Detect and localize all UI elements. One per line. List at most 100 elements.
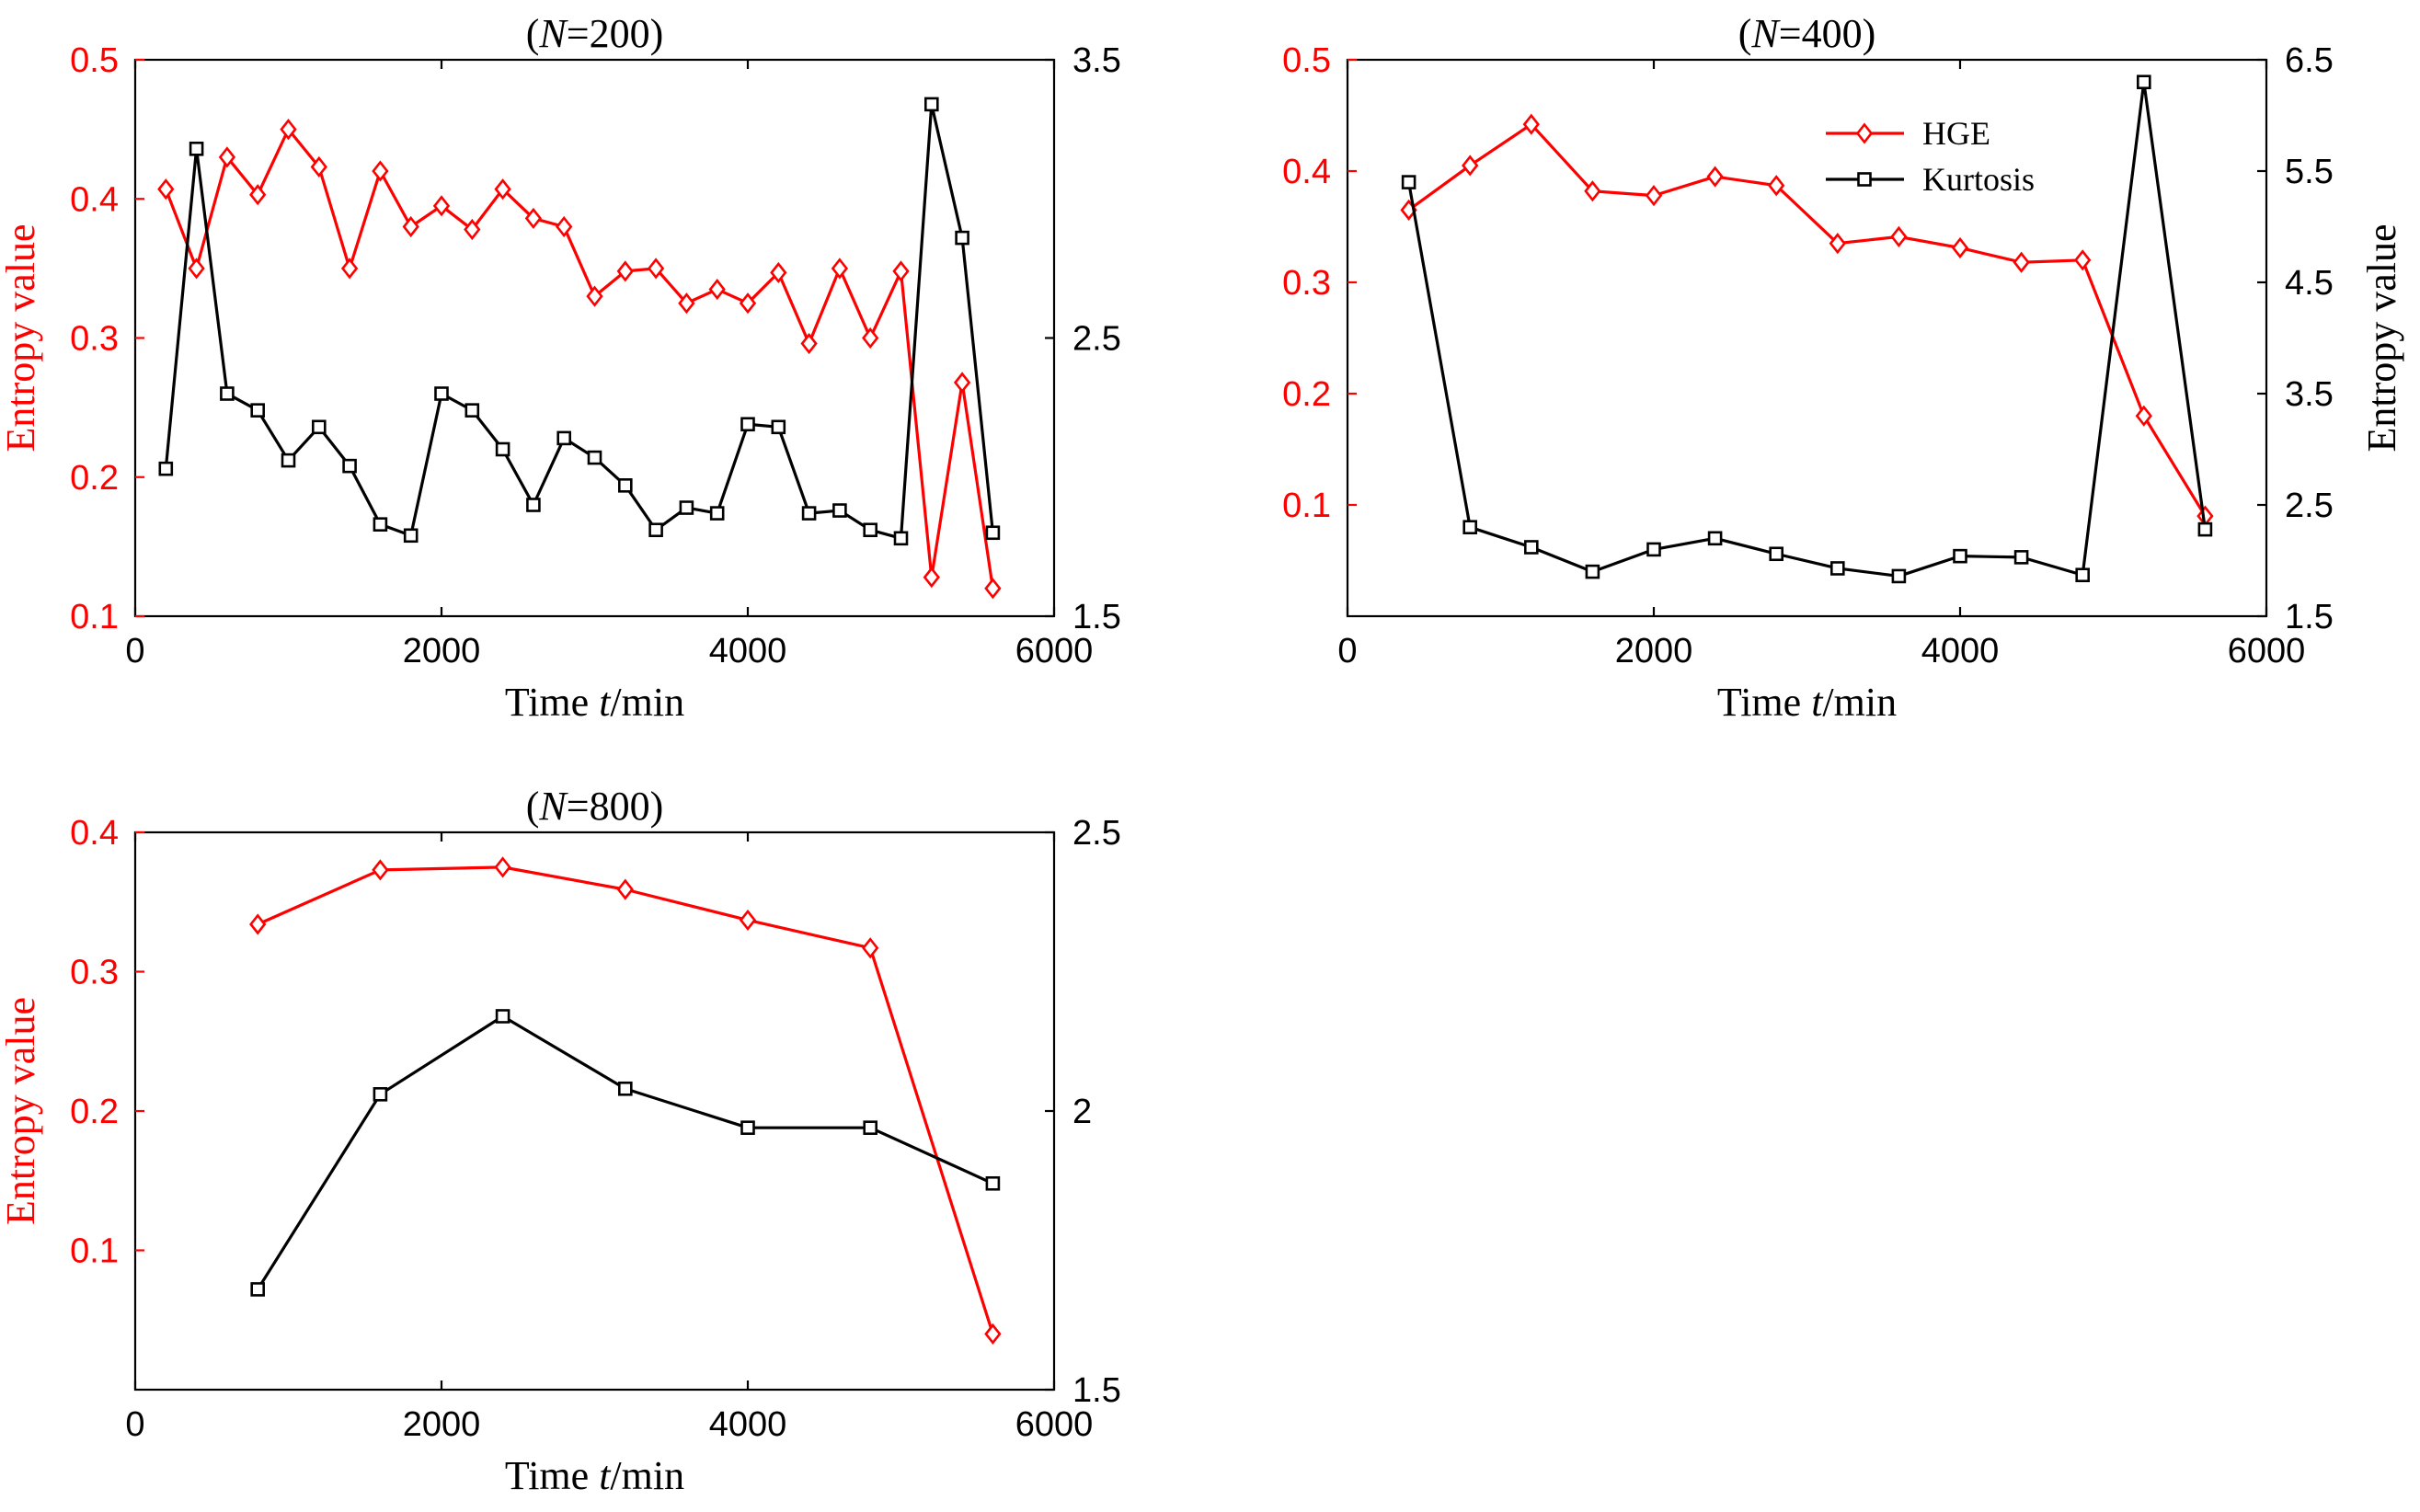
data-point-kurtosis xyxy=(740,417,755,432)
data-point-kurtosis xyxy=(985,1175,1001,1191)
data-point-hge xyxy=(464,218,481,241)
series-line-kurtosis xyxy=(1407,80,2207,578)
data-point-kurtosis xyxy=(342,458,357,474)
data-point-kurtosis xyxy=(250,403,266,418)
series-line-hge xyxy=(1407,122,2207,517)
y-left-tick-label: 0.2 xyxy=(1282,375,1331,414)
y-left-tick-label: 0.3 xyxy=(70,320,119,359)
data-point-hge xyxy=(372,160,389,182)
x-tick-label: 2000 xyxy=(403,1405,481,1444)
x-tick-label: 6000 xyxy=(1015,1405,1094,1444)
data-point-kurtosis xyxy=(679,500,694,515)
data-point-hge xyxy=(1522,113,1540,135)
data-point-hge xyxy=(1462,155,1479,177)
y-left-tick-label: 0.1 xyxy=(70,1232,119,1271)
y-right-tick-label: 4.5 xyxy=(2285,264,2334,303)
data-point-hge xyxy=(1951,236,1969,259)
series-line-hge xyxy=(164,128,994,589)
data-point-kurtosis xyxy=(2197,521,2213,537)
data-point-kurtosis xyxy=(1769,546,1783,562)
legend-marker-hge xyxy=(1855,122,1874,144)
x-tick-label: 2000 xyxy=(1615,632,1693,670)
data-point-hge xyxy=(739,909,757,932)
data-point-kurtosis xyxy=(281,452,296,468)
data-point-hge xyxy=(770,261,787,284)
title-prefix: ( xyxy=(526,784,540,829)
x-axis-label: Time t/min xyxy=(505,1453,684,1498)
data-point-kurtosis xyxy=(893,531,909,546)
data-point-kurtosis xyxy=(617,478,633,493)
data-point-hge xyxy=(402,215,419,238)
data-point-kurtosis xyxy=(863,522,878,538)
data-point-hge xyxy=(249,913,267,935)
x-tick-label: 6000 xyxy=(2228,632,2306,670)
legend: HGE Kurtosis xyxy=(1826,115,2035,198)
x-label-main: Time xyxy=(1717,680,1811,725)
title-suffix: =400) xyxy=(1779,11,1875,56)
chart-panel-2: (N=800) 0 2000 4000 6000 0.1 0.2 0.3 0.4 1.5 2 2.5 T… xyxy=(0,784,1121,1498)
data-point-kurtosis xyxy=(495,1009,510,1024)
x-label-unit: /min xyxy=(610,680,684,725)
plot-title: (N=800) xyxy=(526,784,663,829)
y-left-axis-label: Entropy value xyxy=(0,997,43,1225)
data-point-hge xyxy=(249,184,267,206)
data-point-hge xyxy=(1706,166,1724,188)
data-point-hge xyxy=(892,260,910,282)
data-point-hge xyxy=(647,258,665,280)
series-kurtosis xyxy=(1401,74,2213,584)
data-point-hge xyxy=(923,567,940,589)
data-point-hge xyxy=(1584,180,1601,202)
data-point-hge xyxy=(831,258,849,280)
data-point-kurtosis xyxy=(1401,175,1416,189)
data-point-hge xyxy=(800,332,818,355)
data-point-kurtosis xyxy=(1585,564,1600,579)
y-right-tick-label: 2.5 xyxy=(1072,814,1121,853)
y-left-tick-label: 0.5 xyxy=(70,41,119,80)
x-tick-label: 6000 xyxy=(1015,632,1094,670)
data-point-hge xyxy=(2013,251,2030,273)
x-tick-label: 4000 xyxy=(1921,632,2000,670)
y-left-tick-label: 0.4 xyxy=(1282,153,1331,191)
data-point-hge xyxy=(616,878,634,900)
chart-panel-0: (N=200) 0 2000 4000 6000 0.1 0.2 0.3 0.4 0.5 1.5 2.… xyxy=(0,11,1121,725)
x-label-unit: /min xyxy=(610,1453,684,1498)
x-label-italic: t xyxy=(599,1453,612,1498)
data-point-hge xyxy=(340,258,359,280)
x-label-italic: t xyxy=(599,680,612,725)
data-point-hge xyxy=(188,258,205,280)
data-point-kurtosis xyxy=(465,403,480,418)
y-left-tick-label: 0.1 xyxy=(1282,487,1331,525)
data-point-kurtosis xyxy=(617,1081,633,1096)
y-right-tick-label: 2 xyxy=(1072,1093,1092,1131)
data-point-kurtosis xyxy=(556,430,572,446)
data-point-hge xyxy=(524,207,543,230)
data-point-kurtosis xyxy=(495,441,510,457)
data-point-kurtosis xyxy=(832,503,847,518)
data-point-kurtosis xyxy=(1646,542,1661,557)
data-point-kurtosis xyxy=(311,419,327,435)
title-prefix: ( xyxy=(1738,11,1752,56)
data-point-hge xyxy=(494,178,511,200)
data-point-hge xyxy=(953,372,971,394)
data-point-kurtosis xyxy=(373,1087,388,1102)
data-point-hge xyxy=(1890,225,1908,247)
x-tick-label: 2000 xyxy=(403,632,481,670)
data-point-hge xyxy=(586,285,603,307)
title-prefix: ( xyxy=(526,11,540,56)
data-point-kurtosis xyxy=(2013,550,2029,565)
x-tick-label: 4000 xyxy=(709,1405,787,1444)
data-point-kurtosis xyxy=(1462,520,1477,535)
data-point-hge xyxy=(2135,405,2152,427)
y-right-tick-label: 6.5 xyxy=(2285,41,2334,80)
data-point-kurtosis xyxy=(1830,561,1845,576)
data-point-hge xyxy=(157,178,175,200)
series-line-hge xyxy=(257,865,994,1334)
series-hge xyxy=(1400,113,2214,527)
y-right-tick-label: 1.5 xyxy=(1072,1371,1121,1410)
series-hge xyxy=(157,119,1002,600)
data-point-hge xyxy=(280,119,297,141)
data-point-hge xyxy=(372,859,389,881)
series-hge xyxy=(249,856,1002,1345)
title-italic: N xyxy=(538,11,568,56)
plot-frame xyxy=(1346,58,2268,618)
